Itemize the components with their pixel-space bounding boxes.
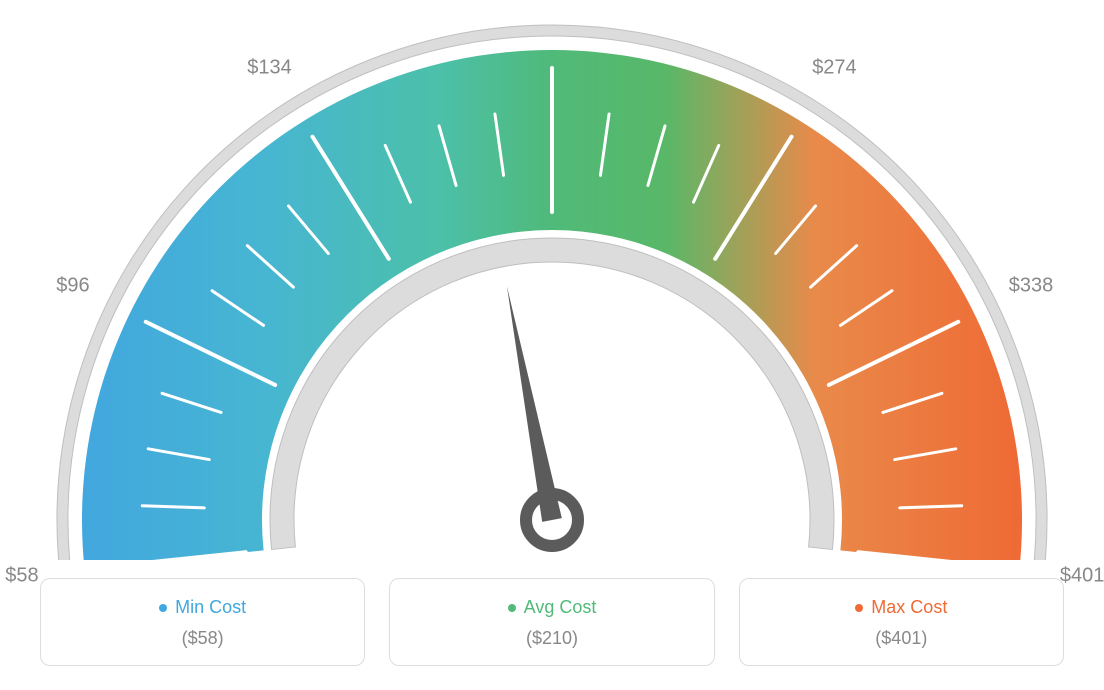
legend-label: Max Cost: [871, 597, 947, 618]
legend-card: Avg Cost ($210): [389, 578, 714, 666]
gauge-tick-label: $274: [812, 56, 857, 79]
legend-value: ($401): [750, 628, 1053, 649]
legend-title: Max Cost: [855, 597, 947, 618]
legend-row: Min Cost ($58) Avg Cost ($210) Max Cost ($401…: [0, 578, 1104, 666]
legend-dot-icon: [508, 604, 516, 612]
gauge-needle: [507, 286, 562, 522]
legend-label: Min Cost: [175, 597, 246, 618]
legend-value: ($58): [51, 628, 354, 649]
legend-dot-icon: [159, 604, 167, 612]
legend-value: ($210): [400, 628, 703, 649]
legend-title: Avg Cost: [508, 597, 597, 618]
legend-card: Max Cost ($401): [739, 578, 1064, 666]
gauge-tick-label: $134: [247, 56, 292, 79]
gauge-tick-label: $96: [56, 275, 89, 298]
legend-title: Min Cost: [159, 597, 246, 618]
gauge-tick-label: $338: [1009, 275, 1054, 298]
legend-card: Min Cost ($58): [40, 578, 365, 666]
legend-label: Avg Cost: [524, 597, 597, 618]
gauge-svg: [0, 0, 1104, 560]
legend-dot-icon: [855, 604, 863, 612]
gauge-chart: $58$96$134$210$274$338$401: [0, 0, 1104, 560]
